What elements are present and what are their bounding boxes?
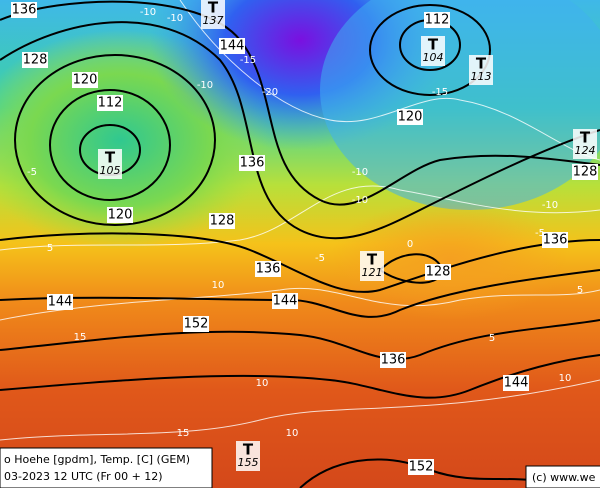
contour-label-bg: [397, 109, 423, 125]
temperature-label: -10: [167, 13, 183, 24]
temperature-label: 15: [177, 428, 190, 439]
contour-label-bg: [97, 95, 123, 111]
contour-label-bg: [380, 352, 406, 368]
contour-label: 144: [273, 294, 298, 309]
temperature-label: -20: [262, 87, 278, 98]
low-label-bg: [469, 55, 493, 85]
temperature-label: -5: [535, 228, 545, 239]
contour-label-bg: [219, 38, 245, 54]
temperature-label: 10: [559, 373, 572, 384]
low-symbol: T: [428, 36, 439, 54]
contour-label: 120: [108, 208, 133, 223]
temperature-label: -10: [352, 195, 368, 206]
contour-label: 144: [504, 376, 529, 391]
contour-label-bg: [72, 72, 98, 88]
contour-label-bg: [209, 213, 235, 229]
contour-label: 152: [184, 317, 209, 332]
contour-label: 112: [98, 96, 123, 111]
low-symbol: T: [105, 149, 116, 167]
contour-label-bg: [183, 316, 209, 332]
low-label-bg: [201, 0, 225, 29]
temperature-label: 5: [577, 285, 583, 296]
low-value: 155: [238, 456, 259, 469]
temperature-label: -5: [27, 167, 37, 178]
isotherms: [0, 0, 600, 440]
temperature-label: 10: [286, 428, 299, 439]
low-symbol: T: [476, 55, 487, 73]
temperature-label: 0: [407, 239, 413, 250]
low-label-bg: [360, 251, 384, 281]
legend-line: o Hoehe [gpdm], Temp. [C] (GEM): [4, 453, 190, 466]
legend-line: 03-2023 12 UTC (Fr 00 + 12): [4, 470, 163, 483]
contour-label-bg: [255, 261, 281, 277]
legend-box: [0, 447, 213, 488]
temperature-label: -15: [432, 87, 448, 98]
contour-label: 112: [425, 13, 450, 28]
contour-label-bg: [47, 294, 73, 310]
low-label-bg: [236, 441, 260, 471]
low-symbol: T: [243, 441, 254, 459]
low-label-bg: [573, 129, 597, 159]
contour-label: 128: [573, 165, 598, 180]
copyright-box: [525, 465, 600, 488]
contour-label-bg: [22, 52, 48, 68]
low-value: 104: [423, 51, 444, 64]
temperature-label: 5: [489, 333, 495, 344]
contour-label-bg: [408, 459, 434, 475]
contour-label-bg: [239, 155, 265, 171]
low-symbol: T: [208, 0, 219, 17]
low-label-bg: [421, 36, 445, 66]
low-value: 113: [471, 70, 492, 83]
temperature-label: -15: [240, 55, 256, 66]
contour-label-bg: [107, 207, 133, 223]
color-field: [330, 200, 570, 320]
contour-label: 128: [23, 53, 48, 68]
contour-label-bg: [272, 293, 298, 309]
low-symbol: T: [580, 129, 591, 147]
temperature-label: -10: [542, 200, 558, 211]
contour-label-bg: [424, 12, 450, 28]
contour-label: 120: [73, 73, 98, 88]
contour-label: 144: [48, 295, 73, 310]
contour-label: 128: [210, 214, 235, 229]
contour-label-bg: [425, 264, 451, 280]
temperature-label: -10: [140, 7, 156, 18]
low-symbol: T: [367, 251, 378, 269]
low-value: 121: [362, 266, 383, 279]
temperature-label: -5: [315, 253, 325, 264]
temperature-label: -10: [197, 80, 213, 91]
contour-label: 136: [256, 262, 281, 277]
temperature-label: 15: [74, 332, 87, 343]
contour-label: 136: [543, 233, 568, 248]
contour-label: 120: [398, 110, 423, 125]
contour-label: 136: [381, 353, 406, 368]
contour-label: 152: [409, 460, 434, 475]
low-value: 137: [203, 14, 224, 27]
contour-label: 136: [240, 156, 265, 171]
temperature-label: 10: [256, 378, 269, 389]
contour-label-bg: [542, 232, 568, 248]
contour-label-bg: [11, 2, 37, 18]
low-value: 124: [575, 144, 596, 157]
low-value: 105: [100, 164, 121, 177]
contour-label: 128: [426, 265, 451, 280]
contour-label-bg: [572, 164, 598, 180]
contour-label: 136: [12, 3, 37, 18]
temperature-label: 5: [47, 243, 53, 254]
copyright: (c) www.we: [532, 471, 596, 484]
low-label-bg: [98, 149, 122, 179]
contour-label-bg: [503, 375, 529, 391]
contour-label: 144: [220, 39, 245, 54]
temperature-label: 10: [212, 280, 225, 291]
temperature-label: -10: [352, 167, 368, 178]
